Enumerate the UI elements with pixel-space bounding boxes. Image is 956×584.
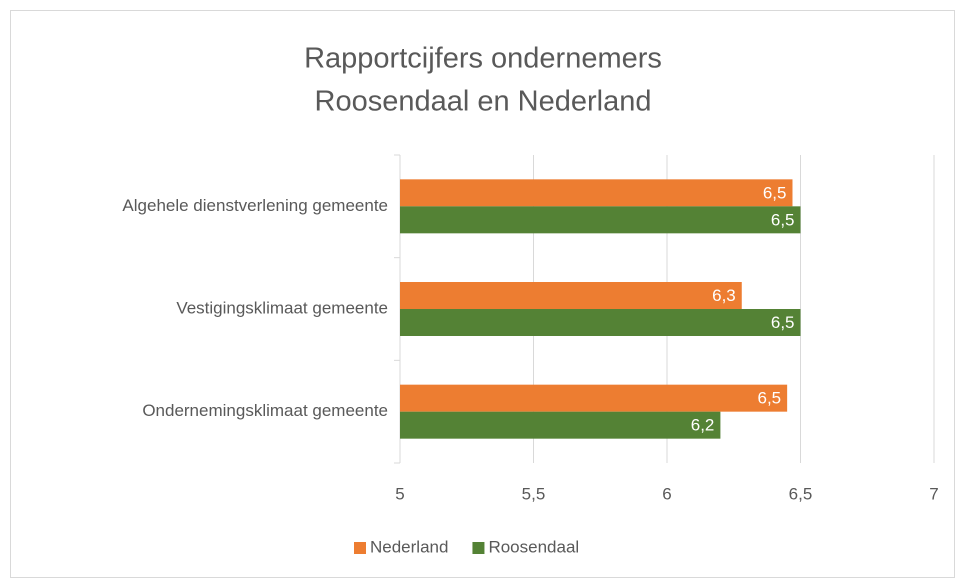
bar	[400, 309, 801, 336]
x-tick-label: 7	[929, 484, 938, 503]
data-label: 6,2	[691, 416, 715, 435]
legend-label: Nederland	[370, 537, 448, 556]
x-tick-label: 6,5	[789, 484, 813, 503]
chart-title: Roosendaal en Nederland	[315, 86, 652, 118]
bar	[400, 384, 788, 412]
x-tick-label: 5	[395, 484, 404, 503]
x-tick-label: 6	[662, 484, 671, 503]
bar	[400, 282, 742, 309]
data-label: 6,5	[758, 389, 782, 408]
y-tick-label: Ondernemingsklimaat gemeente	[142, 401, 388, 420]
bar	[400, 179, 793, 207]
bar	[400, 206, 801, 234]
legend-swatch	[354, 542, 366, 554]
bar	[400, 411, 721, 439]
data-label: 6,3	[712, 286, 736, 305]
y-tick-label: Algehele dienstverlening gemeente	[122, 196, 388, 215]
data-label: 6,5	[763, 183, 787, 202]
chart-title: Rapportcijfers ondernemers	[304, 43, 662, 75]
legend-label: Roosendaal	[488, 537, 579, 556]
data-label: 6,5	[771, 313, 795, 332]
legend-swatch	[472, 542, 485, 554]
x-tick-label: 5,5	[522, 484, 546, 503]
data-label: 6,5	[771, 210, 795, 229]
y-tick-label: Vestigingsklimaat gemeente	[176, 298, 388, 317]
